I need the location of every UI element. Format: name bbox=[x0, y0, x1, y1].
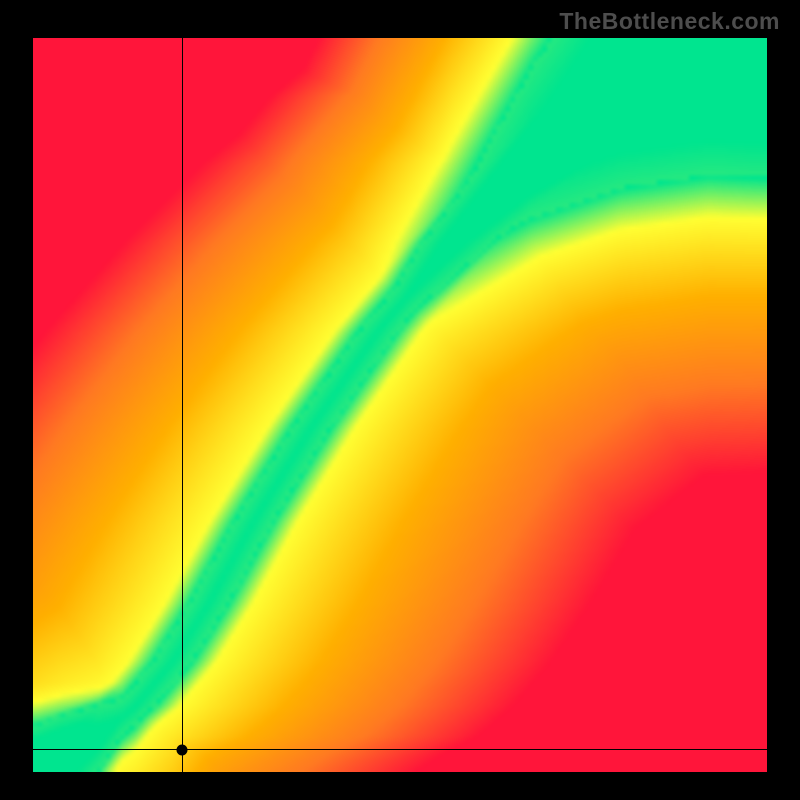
crosshair-vertical bbox=[182, 38, 183, 772]
watermark-text: TheBottleneck.com bbox=[559, 8, 780, 35]
chart-container: TheBottleneck.com bbox=[0, 0, 800, 800]
heatmap-canvas bbox=[33, 38, 767, 772]
heatmap-plot bbox=[33, 38, 767, 772]
crosshair-marker bbox=[177, 744, 188, 755]
crosshair-horizontal bbox=[33, 749, 767, 750]
